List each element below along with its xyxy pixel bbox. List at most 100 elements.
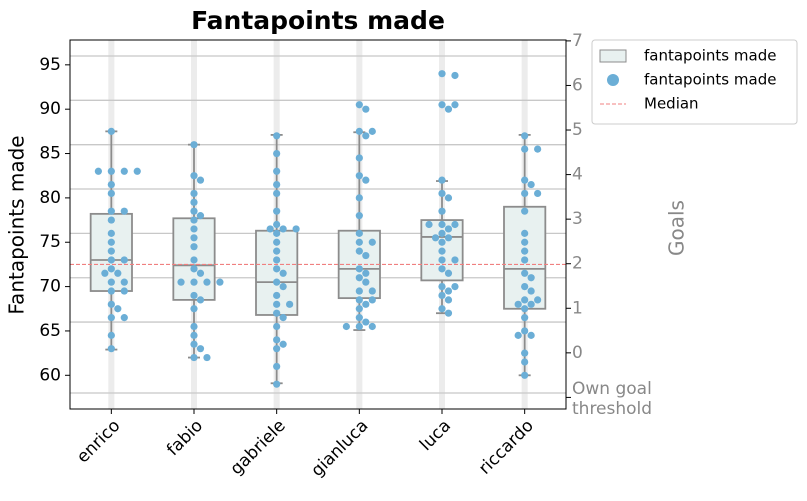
swarm-point	[120, 207, 128, 215]
swarm-point	[120, 287, 128, 295]
swarm-point	[279, 269, 287, 277]
swarm-point	[273, 345, 281, 353]
swarm-point	[120, 256, 128, 264]
swarm-point	[107, 278, 115, 286]
swarm-point	[355, 265, 363, 273]
swarm-point	[273, 380, 281, 388]
swarm-point	[355, 322, 363, 331]
swarm-point	[438, 265, 446, 273]
y-tick-label: 75	[39, 232, 61, 252]
y-tick-label: 65	[39, 321, 61, 341]
swarm-point	[107, 127, 115, 135]
swarm-point	[190, 198, 198, 206]
swarm-point	[368, 322, 376, 331]
swarm-point	[94, 167, 102, 175]
swarm-point	[451, 71, 459, 80]
swarm-point	[368, 287, 376, 295]
swarm-point	[438, 291, 446, 300]
swarm-point	[521, 358, 529, 366]
swarm-point	[273, 322, 281, 331]
swarm-point	[521, 145, 529, 153]
x-tick-label: gianluca	[307, 416, 372, 481]
swarm-point	[273, 149, 281, 158]
swarm-point	[355, 172, 363, 180]
y-tick-label: 85	[39, 144, 61, 164]
swarm-point	[527, 274, 535, 282]
swarm-point	[279, 225, 287, 233]
swarm-point	[273, 336, 281, 344]
y2-tick-label: Own goal threshold	[572, 379, 653, 420]
swarm-point	[190, 265, 198, 273]
swarm-point	[190, 291, 198, 300]
swarm-point	[273, 247, 281, 255]
y2-tick-label: 5	[572, 120, 583, 140]
swarm-point	[279, 340, 287, 348]
x-tick-label: enrico	[73, 416, 124, 467]
swarm-point	[521, 282, 529, 291]
swarm-point	[190, 207, 198, 215]
swarm-point	[196, 212, 205, 220]
swarm-point	[196, 345, 205, 353]
swarm-point	[107, 345, 115, 353]
swarm-point	[521, 349, 529, 357]
swarm-point	[521, 132, 529, 140]
swarm-point	[273, 132, 281, 140]
swarm-point	[120, 314, 128, 322]
y2-axis-label: Goals	[665, 200, 689, 256]
legend-label: fantapoints made	[644, 71, 776, 89]
swarm-point	[107, 256, 115, 264]
y-axis-label: Fantapoints made	[5, 135, 29, 314]
swarm-point	[521, 256, 529, 264]
swarm-point	[438, 238, 446, 246]
swarm-point	[190, 340, 198, 348]
swarm-point	[355, 296, 363, 304]
swarm-point	[438, 305, 446, 313]
legend-swatch	[607, 74, 619, 86]
y-tick-label: 80	[39, 188, 61, 208]
swarm-point	[342, 322, 350, 331]
swarm-point	[355, 212, 363, 220]
legend-label: fantapoints made	[644, 47, 776, 65]
swarm-point	[107, 265, 115, 273]
swarm-point	[273, 278, 281, 286]
swarm-point	[107, 238, 115, 246]
swarm-point	[534, 189, 542, 198]
swarm-point	[203, 353, 211, 362]
swarm-point	[534, 296, 542, 304]
swarm-point	[107, 314, 115, 322]
legend-frame	[591, 39, 798, 125]
swarm-point	[527, 287, 535, 295]
swarm-point	[107, 167, 115, 175]
swarm-point	[368, 127, 376, 135]
swarm-point	[273, 189, 281, 198]
swarm-point	[273, 300, 281, 308]
swarm-point	[425, 220, 433, 229]
swarm-point	[444, 234, 453, 242]
swarm-point	[521, 296, 529, 304]
swarm-point	[107, 287, 115, 295]
swarm-point	[273, 229, 281, 237]
swarm-point	[216, 278, 224, 286]
swarm-point	[521, 305, 529, 313]
swarm-point	[521, 314, 529, 322]
swarm-point	[521, 229, 529, 237]
swarm-point	[107, 207, 115, 215]
x-tick-label: fabio	[163, 416, 207, 460]
swarm-point	[362, 300, 370, 308]
swarm-point	[190, 256, 198, 264]
swarm-point	[177, 278, 185, 286]
swarm-point	[196, 296, 205, 304]
swarm-point	[451, 220, 459, 229]
swarm-point	[362, 278, 370, 286]
swarm-point	[107, 247, 115, 255]
swarm-point	[521, 207, 529, 215]
swarm-point	[107, 216, 115, 224]
y2-tick-label: 7	[572, 31, 583, 51]
swarm-point	[451, 282, 459, 291]
swarm-point	[120, 167, 128, 175]
swarm-point	[355, 305, 363, 313]
swarm-point	[362, 132, 370, 140]
swarm-point	[355, 287, 363, 295]
swarm-point	[279, 314, 287, 322]
swarm-point	[273, 238, 281, 246]
